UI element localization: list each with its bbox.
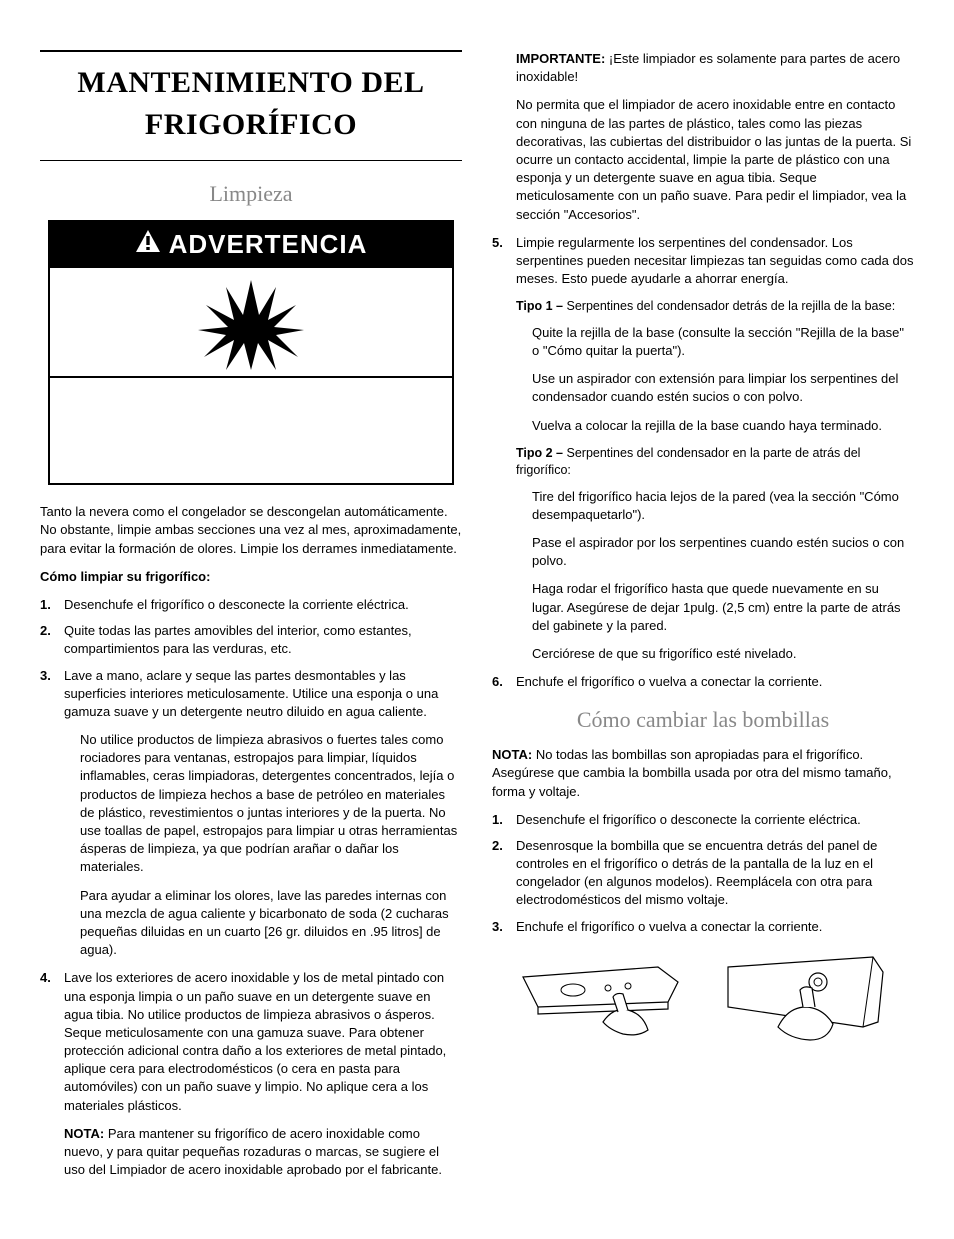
step-text: Desenchufe el frigorífico o desconecte l… (64, 596, 462, 614)
bombillas-steps: 1. Desenchufe el frigorífico o desconect… (492, 811, 914, 936)
step-4: 4. Lave los exteriores de acero inoxidab… (40, 969, 462, 1115)
main-title: MANTENIMIENTO DEL FRIGORÍFICO (40, 50, 462, 161)
bstep-3: 3. Enchufe el frigorífico o vuelva a con… (492, 918, 914, 936)
step-1: 1. Desenchufe el frigorífico o desconect… (40, 596, 462, 614)
page: MANTENIMIENTO DEL FRIGORÍFICO Limpieza A… (40, 50, 914, 1189)
step-number: 5. (492, 234, 516, 289)
bombillas-note: NOTA: No todas las bombillas son apropia… (492, 746, 914, 801)
step-3: 3. Lave a mano, aclare y seque las parte… (40, 667, 462, 722)
warning-header: ADVERTENCIA (50, 222, 452, 268)
step-6: 6. Enchufe el frigorífico o vuelva a con… (492, 673, 914, 691)
illustration-row (516, 952, 890, 1052)
bulb-freezer-illustration (718, 952, 888, 1052)
warning-label: ADVERTENCIA (169, 226, 368, 262)
bulb-panel-illustration (518, 952, 688, 1052)
tipo2-text: Serpentines del condensador en la parte … (516, 446, 860, 478)
step-3-sub-b: Para ayudar a eliminar los olores, lave … (80, 887, 462, 960)
step-number: 1. (40, 596, 64, 614)
tipo2-a: Tire del frigorífico hacia lejos de la p… (532, 488, 914, 524)
section-title-limpieza: Limpieza (40, 179, 462, 210)
tipo2-d: Cerciórese de que su frigorífico esté ni… (532, 645, 914, 663)
step-number: 4. (40, 969, 64, 1115)
tipo1-label: Tipo 1 – (516, 299, 563, 313)
step-5: 5. Limpie regularmente los serpentines d… (492, 234, 914, 289)
tipo1-a: Quite la rejilla de la base (consulte la… (532, 324, 914, 360)
note-text: No todas las bombillas son apropiadas pa… (492, 747, 892, 798)
note-label: NOTA: (492, 747, 532, 762)
how-to-title: Cómo limpiar su frigorífico: (40, 568, 462, 586)
section-title-bombillas: Cómo cambiar las bombillas (492, 705, 914, 736)
step-text: Limpie regularmente los serpentines del … (516, 234, 914, 289)
tipo1-line: Tipo 1 – Serpentines del condensador det… (516, 298, 914, 316)
tipo1-text: Serpentines del condensador detrás de la… (563, 299, 895, 313)
note-label: NOTA: (64, 1126, 104, 1141)
step-text: Lave los exteriores de acero inoxidable … (64, 969, 462, 1115)
tipo2-c: Haga rodar el frigorífico hasta que qued… (532, 580, 914, 635)
step-number: 6. (492, 673, 516, 691)
step-text: Quite todas las partes amovibles del int… (64, 622, 462, 658)
cleaning-steps-6: 6. Enchufe el frigorífico o vuelva a con… (492, 673, 914, 691)
step-number: 2. (492, 837, 516, 910)
step-2: 2. Quite todas las partes amovibles del … (40, 622, 462, 658)
tipo1-c: Vuelva a colocar la rejilla de la base c… (532, 417, 914, 435)
step-4-note: NOTA: Para mantener su frigorífico de ac… (64, 1125, 462, 1180)
tipo2-label: Tipo 2 – (516, 446, 563, 460)
alert-triangle-icon (135, 226, 161, 262)
important-line: IMPORTANTE: ¡Este limpiador es solamente… (516, 50, 914, 86)
right-column: IMPORTANTE: ¡Este limpiador es solamente… (492, 50, 914, 1189)
cleaning-steps-5: 5. Limpie regularmente los serpentines d… (492, 234, 914, 289)
tipo2-b: Pase el aspirador por los serpentines cu… (532, 534, 914, 570)
step-number: 3. (40, 667, 64, 722)
step-number: 3. (492, 918, 516, 936)
important-para: No permita que el limpiador de acero ino… (516, 96, 914, 223)
step-number: 2. (40, 622, 64, 658)
step-text: Lave a mano, aclare y seque las partes d… (64, 667, 462, 722)
step-number: 1. (492, 811, 516, 829)
cleaning-steps-cont: 4. Lave los exteriores de acero inoxidab… (40, 969, 462, 1115)
step-text: Enchufe el frigorífico o vuelva a conect… (516, 673, 914, 691)
note-text: Para mantener su frigorífico de acero in… (64, 1126, 442, 1177)
bstep-2: 2. Desenrosque la bombilla que se encuen… (492, 837, 914, 910)
explosion-icon (50, 268, 452, 378)
step-3-sub-a: No utilice productos de limpieza abrasiv… (80, 731, 462, 877)
step-text: Desenchufe el frigorífico o desconecte l… (516, 811, 914, 829)
tipo1-b: Use un aspirador con extensión para limp… (532, 370, 914, 406)
intro-text: Tanto la nevera como el congelador se de… (40, 503, 462, 558)
tipo2-line: Tipo 2 – Serpentines del condensador en … (516, 445, 914, 480)
step-text: Enchufe el frigorífico o vuelva a conect… (516, 918, 914, 936)
left-column: MANTENIMIENTO DEL FRIGORÍFICO Limpieza A… (40, 50, 462, 1189)
warning-body-placeholder (50, 378, 452, 483)
warning-box: ADVERTENCIA (48, 220, 454, 485)
important-label: IMPORTANTE: (516, 51, 605, 66)
cleaning-steps: 1. Desenchufe el frigorífico o desconect… (40, 596, 462, 721)
step-text: Desenrosque la bombilla que se encuentra… (516, 837, 914, 910)
bstep-1: 1. Desenchufe el frigorífico o desconect… (492, 811, 914, 829)
